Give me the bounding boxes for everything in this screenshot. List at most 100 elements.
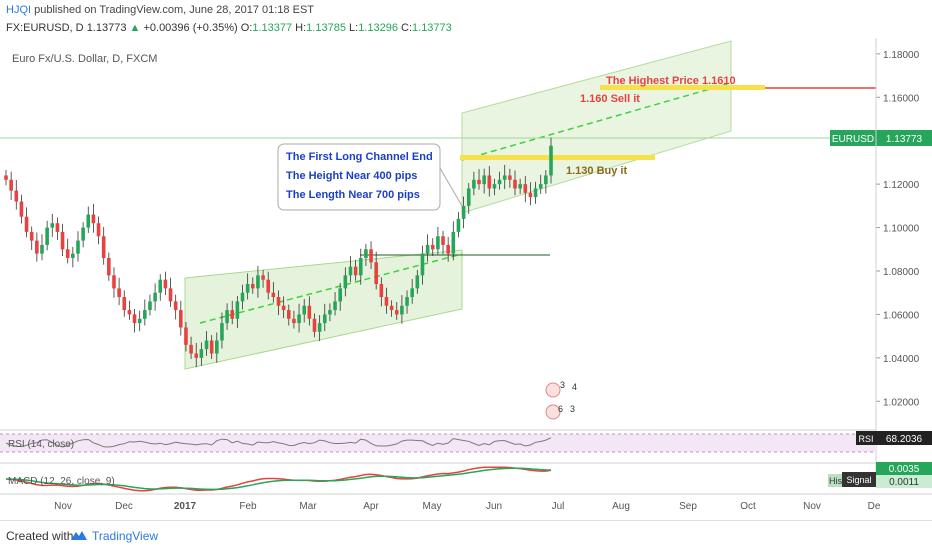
candle	[297, 303, 301, 333]
rsi-tag-label: RSI	[858, 434, 873, 444]
candle	[338, 282, 342, 311]
candle	[286, 304, 291, 326]
macd-label: MACD (12, 26, close, 9)	[8, 476, 115, 487]
candle	[225, 303, 229, 330]
y-tick-label: 1.02000	[883, 397, 920, 408]
candle-body	[40, 244, 44, 254]
candle-body	[502, 175, 507, 180]
candle-body	[477, 179, 481, 185]
publish-line: HJQI published on TradingView.com, June …	[6, 4, 314, 16]
candle	[194, 342, 199, 368]
author-link[interactable]: HJQI	[6, 4, 32, 16]
candles	[4, 137, 553, 368]
candle-body	[384, 297, 389, 306]
candle-body	[271, 292, 276, 298]
candle	[307, 296, 312, 326]
event-count-a: 3	[560, 380, 565, 390]
candle	[456, 212, 461, 238]
x-tick-label: Aug	[612, 501, 630, 512]
candle	[81, 222, 85, 248]
chart-area[interactable]: 1.180001.160001.140001.120001.100001.080…	[0, 38, 932, 518]
candle-body	[179, 310, 183, 328]
candle	[271, 282, 276, 303]
candle	[60, 223, 65, 257]
candle-body	[101, 236, 106, 258]
candle	[158, 274, 163, 301]
candle	[24, 207, 29, 238]
x-tick-label: Oct	[740, 501, 756, 512]
chart-title: Euro Fx/U.S. Dollar, D, FXCM	[12, 53, 157, 65]
buy-label: 1.130 Buy it	[566, 165, 627, 177]
candle	[353, 259, 358, 281]
candle-body	[209, 340, 214, 354]
candle	[199, 342, 204, 366]
candle-body	[96, 223, 101, 237]
x-tick-label: 2017	[174, 501, 197, 512]
candle	[276, 290, 281, 316]
annotation-line-1: The First Long Channel End	[286, 151, 433, 163]
candle-body	[132, 314, 137, 324]
chart-header: HJQI published on TradingView.com, June …	[0, 0, 932, 38]
price-chart[interactable]: 1.180001.160001.140001.120001.100001.080…	[0, 38, 932, 518]
candle-body	[415, 275, 420, 289]
candle-body	[364, 249, 368, 258]
candle-body	[261, 275, 265, 280]
candle-body	[400, 305, 404, 315]
candle	[502, 164, 507, 190]
low-value: 1.13296	[358, 22, 398, 34]
event-icons[interactable]: 3 4 6 3	[545, 380, 577, 420]
candle	[91, 203, 96, 233]
candle	[184, 322, 188, 352]
x-tick-label: Jul	[552, 501, 565, 512]
candle	[389, 300, 394, 317]
candle	[410, 279, 414, 304]
y-tick-label: 1.04000	[883, 354, 920, 365]
candle-body	[333, 301, 337, 311]
candle-body	[240, 292, 245, 302]
event-icon[interactable]	[545, 382, 561, 398]
candle	[394, 302, 399, 320]
candle-body	[328, 310, 332, 315]
event-icon-2[interactable]	[545, 404, 561, 420]
candle	[250, 277, 255, 294]
high-value: 1.13785	[306, 22, 346, 34]
y-axis: 1.180001.160001.140001.120001.100001.080…	[876, 50, 920, 408]
tradingview-link[interactable]: TradingView	[92, 529, 159, 543]
candle-body	[322, 314, 327, 324]
x-tick-label: Nov	[54, 501, 72, 512]
candle	[492, 178, 497, 196]
last-price-axis-value: 1.13773	[886, 134, 923, 145]
candle-body	[250, 284, 255, 289]
x-tick-label: Mar	[299, 501, 317, 512]
candle-body	[137, 318, 142, 324]
candle	[9, 171, 13, 200]
y-tick-label: 1.06000	[883, 310, 920, 321]
candle	[76, 231, 80, 262]
candle-body	[497, 179, 502, 185]
tradingview-logo-icon	[71, 531, 87, 540]
candle	[266, 271, 271, 300]
x-tick-label: De	[868, 501, 881, 512]
published-text: published on TradingView.com, June 28, 2…	[34, 4, 315, 16]
candle-body	[410, 288, 414, 298]
x-axis: Nov Dec 2017 Feb Mar Apr May Jun Jul Aug Sep Oct Nov…	[54, 501, 881, 512]
x-tick-label: Sep	[679, 501, 697, 512]
candle	[179, 300, 183, 336]
signal-tag	[842, 472, 876, 487]
candle	[40, 234, 44, 261]
candle-body	[441, 236, 445, 245]
candle-body	[158, 279, 163, 293]
candle	[230, 300, 235, 325]
candle	[549, 137, 553, 184]
candle	[379, 277, 384, 307]
sell-label: 1.160 Sell it	[580, 93, 640, 105]
x-tick-label: Jun	[486, 501, 502, 512]
candle-body	[353, 266, 358, 276]
candle-body	[472, 179, 476, 189]
candle	[384, 287, 389, 314]
candle-body	[312, 318, 317, 332]
candle-body	[430, 244, 435, 250]
candle	[65, 238, 70, 264]
candle-body	[112, 275, 116, 289]
candle-body	[425, 244, 430, 254]
